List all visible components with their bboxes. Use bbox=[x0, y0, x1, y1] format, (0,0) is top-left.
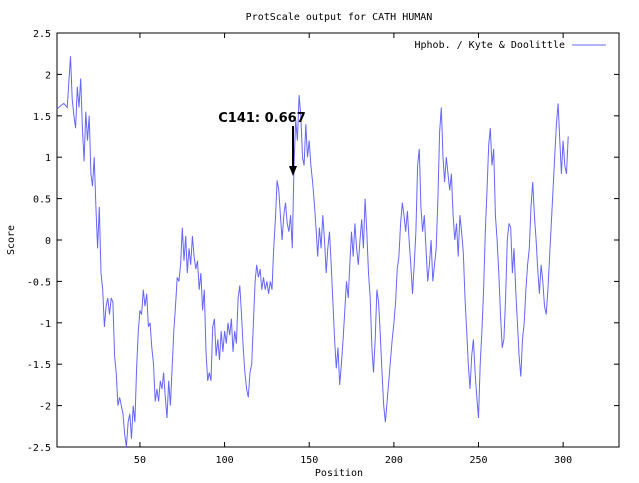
y-tick-label: -2.5 bbox=[27, 443, 51, 454]
plot-frame bbox=[56, 32, 620, 448]
y-tick-label: 1.5 bbox=[33, 112, 51, 123]
y-tick-label: 2 bbox=[45, 70, 51, 81]
y-axis: -2.5 -2 -1.5 -1 -0.5 0 0.5 1 1.5 2 2.5 bbox=[27, 29, 619, 454]
y-tick-label: 0 bbox=[45, 236, 51, 247]
x-axis-label: Position bbox=[315, 468, 363, 479]
y-tick-label: -1.5 bbox=[27, 360, 51, 371]
y-tick-label: 1 bbox=[45, 153, 51, 164]
y-axis-label: Score bbox=[6, 225, 17, 255]
x-tick-label: 300 bbox=[554, 455, 572, 466]
legend: Hphob. / Kyte & Doolittle bbox=[414, 40, 606, 51]
x-tick-label: 250 bbox=[469, 455, 487, 466]
legend-label: Hphob. / Kyte & Doolittle bbox=[414, 40, 565, 51]
annotation-label: C141: 0.667 bbox=[218, 111, 306, 126]
y-tick-label: -1 bbox=[39, 319, 51, 330]
x-tick-label: 50 bbox=[134, 455, 146, 466]
annotation: C141: 0.667 bbox=[218, 111, 306, 176]
y-tick-label: -0.5 bbox=[27, 277, 51, 288]
series-line bbox=[56, 56, 569, 448]
annotation-arrow-head bbox=[289, 166, 297, 176]
chart-title: ProtScale output for CATH HUMAN bbox=[246, 12, 433, 23]
x-tick-label: 150 bbox=[300, 455, 318, 466]
x-tick-label: 200 bbox=[385, 455, 403, 466]
y-tick-label: 0.5 bbox=[33, 195, 51, 206]
x-axis: 50 100 150 200 250 300 bbox=[134, 33, 572, 466]
y-tick-label: 2.5 bbox=[33, 29, 51, 40]
y-tick-label: -2 bbox=[39, 402, 51, 413]
x-tick-label: 100 bbox=[216, 455, 234, 466]
